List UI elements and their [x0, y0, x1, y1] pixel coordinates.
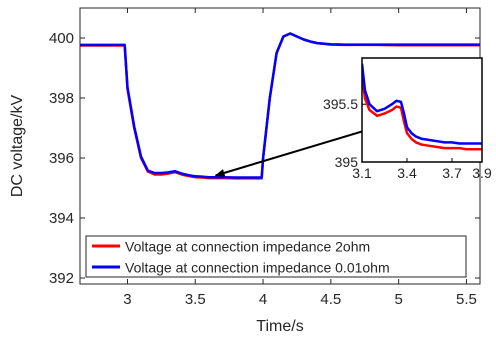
- inset-x-tick-label: 3.1: [352, 165, 372, 181]
- inset-x-tick-label: 3.9: [472, 165, 492, 181]
- inset-x-tick-label: 3.4: [397, 165, 417, 181]
- y-axis-label: DC voltage/kV: [9, 95, 26, 198]
- y-tick-label: 400: [49, 30, 74, 47]
- y-tick-label: 396: [49, 150, 74, 167]
- inset-x-tick-label: 3.7: [442, 165, 462, 181]
- x-tick-label: 3: [123, 291, 131, 308]
- inset-y-tick-label: 395: [335, 154, 359, 170]
- x-tick-label: 5: [394, 291, 402, 308]
- x-tick-label: 4: [259, 291, 267, 308]
- x-tick-label: 5.5: [456, 291, 477, 308]
- legend: Voltage at connection impedance 2ohm Vol…: [85, 235, 467, 278]
- legend-label-2ohm: Voltage at connection impedance 2ohm: [125, 239, 370, 255]
- inset-series-group: [362, 63, 482, 151]
- y-tick-label: 394: [49, 210, 74, 227]
- inset-y-axis: 395 395.5: [323, 96, 366, 170]
- legend-box: [85, 235, 467, 278]
- inset-frame: [361, 57, 483, 163]
- main-series-group: [80, 32, 480, 180]
- x-axis: 3 3.5 4 4.5 5 5.5: [123, 8, 477, 308]
- legend-label-0.01ohm: Voltage at connection impedance 0.01ohm: [125, 260, 390, 276]
- series-line-1: [80, 32, 480, 179]
- y-tick-label: 398: [49, 90, 74, 107]
- inset-y-tick-label: 395.5: [323, 96, 358, 112]
- y-tick-label: 392: [49, 270, 74, 287]
- x-tick-label: 3.5: [185, 291, 206, 308]
- inset-series-line-0: [362, 75, 482, 151]
- inset-series-line-1: [362, 63, 482, 145]
- inset-x-axis: 3.1 3.4 3.7 3.9: [352, 158, 492, 181]
- x-tick-label: 4.5: [320, 291, 341, 308]
- inset-chart: 3.1 3.4 3.7 3.9 395 395.5: [323, 57, 492, 181]
- x-axis-label: Time/s: [256, 318, 303, 335]
- y-axis: 392 394 396 398 400: [49, 30, 480, 287]
